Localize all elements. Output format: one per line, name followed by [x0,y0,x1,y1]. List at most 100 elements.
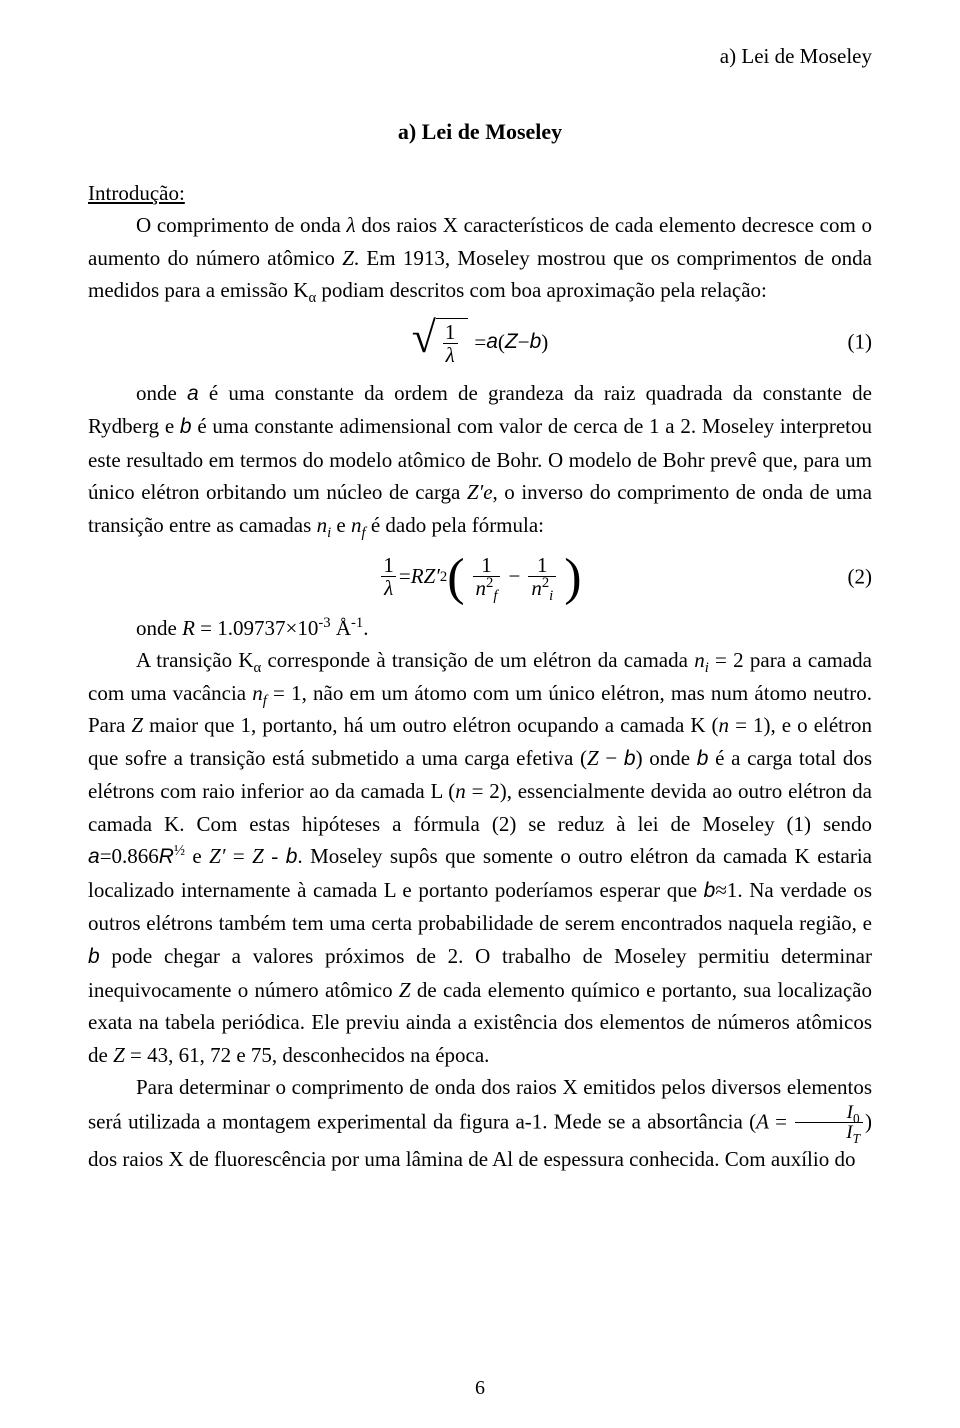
text: =0.866 [100,844,159,868]
radical-sign: √ [412,320,436,355]
text: A transição K [136,648,254,672]
text: ) onde [636,746,697,770]
text: = [225,844,252,868]
symbol-b: b [180,415,192,438]
text: = 1.09737×10 [195,616,318,640]
text: corresponde à transição de um elétron da… [261,648,694,672]
minus: − [518,326,530,359]
equation-number-1: (1) [848,326,873,359]
symbol-n: n [455,779,466,803]
left-paren-icon: ( [447,555,464,602]
section-label-introducao: Introdução: [88,177,872,210]
text: onde [136,616,182,640]
symbol-A: A [756,1109,769,1133]
open-paren: ( [498,326,505,359]
text: = 43, 61, 72 e 75, desconhecidos na époc… [125,1043,490,1067]
symbol-b: b [697,747,709,770]
symbol-a: a [187,382,199,405]
fraction-1-over-lambda: 1 λ [380,554,397,599]
numerator: I0 [796,1103,863,1122]
radicand: 1 λ [436,318,469,366]
numerator: 1 [442,321,459,343]
symbol-n: n [694,648,705,672]
denominator: n2i [528,576,556,599]
text: é dado pela fórmula: [366,513,544,537]
text: Å [331,616,351,640]
denominator: IT [795,1122,863,1142]
symbol-Zprime: Z′ [209,844,225,868]
symbol-Zprime: Z′ [424,560,440,593]
text: O comprimento de onda [136,213,347,237]
superscript-neg3: -3 [318,615,330,631]
text: Para determinar o comprimento de onda do… [88,1075,872,1133]
equals: = [769,1109,793,1133]
paragraph-3: onde R = 1.09737×10-3 Å-1. [88,612,872,645]
symbol-n: n [317,513,328,537]
minus: − [508,560,520,593]
fraction-I0-over-IT: I0 IT [795,1103,863,1142]
subscript-f: f [493,588,497,604]
numerator: 1 [478,554,495,576]
symbol-Z: Z [587,746,599,770]
symbol-Z: Z [252,844,264,868]
paragraph-1: O comprimento de onda λ dos raios X cara… [88,209,872,307]
equals: = [474,326,486,359]
page-title: a) Lei de Moseley [88,115,872,149]
symbol-R: R [182,616,195,640]
equals: = [399,560,411,593]
text: podiam descritos com boa aproximação pel… [316,278,767,302]
symbol-b: b [88,945,100,968]
numerator: 1 [534,554,551,576]
denominator: λ [443,343,458,366]
subscript-i: i [549,588,553,604]
subscript-alpha: α [308,290,316,306]
sqrt: √ 1 λ [412,318,469,366]
superscript-neg1: -1 [351,615,363,631]
symbol-a: a [88,845,100,868]
paragraph-4: A transição Kα corresponde à transição d… [88,644,872,1071]
symbol-b: b [624,747,636,770]
text: − [599,746,624,770]
symbol-lambda: λ [347,213,356,237]
denominator: λ [381,576,396,599]
text: maior que 1, portanto, há um outro elétr… [143,713,718,737]
text: e [185,844,209,868]
running-header: a) Lei de Moseley [88,40,872,73]
symbol-R: R [411,560,424,593]
right-paren-icon: ) [564,555,581,602]
parenthesized-term: ( 1 n2f − 1 n2i ) [447,553,581,600]
symbol-b: b [286,845,298,868]
symbol-n: n [252,681,263,705]
text: - [264,844,286,868]
text: e [331,513,351,537]
symbol-a: a [486,326,498,359]
equation-1: √ 1 λ = a(Z − b) (1) [88,315,872,369]
fraction-nf: 1 n2f [473,554,501,599]
numerator: 1 [380,554,397,576]
symbol-Zprime-e: Z′e [467,480,493,504]
subscript-T: T [853,1131,860,1146]
symbol-b: b [704,879,716,902]
page-number: 6 [0,1373,960,1404]
symbol-n: n [476,576,487,600]
equation-2: 1 λ = RZ′2 ( 1 n2f − 1 n2i ) (2) [88,550,872,604]
paragraph-5: Para determinar o comprimento de onda do… [88,1071,872,1175]
text: . [363,616,368,640]
denominator: n2f [473,576,501,599]
symbol-R: R [159,845,174,868]
symbol-b: b [530,326,542,359]
text: onde [136,381,187,405]
symbol-Z: Z [399,978,411,1002]
symbol-Z: Z [113,1043,125,1067]
equation-number-2: (2) [848,560,873,593]
symbol-Z: Z [342,246,354,270]
symbol-Z: Z [131,713,143,737]
fraction-1-over-lambda: 1 λ [442,321,459,366]
symbol-n: n [351,513,362,537]
paragraph-2: onde a é uma constante da ordem de grand… [88,377,872,542]
symbol-Z: Z [505,326,518,359]
symbol-n: n [719,713,730,737]
symbol-n: n [531,576,542,600]
superscript-half: ½ [174,843,185,859]
fraction-ni: 1 n2i [528,554,556,599]
